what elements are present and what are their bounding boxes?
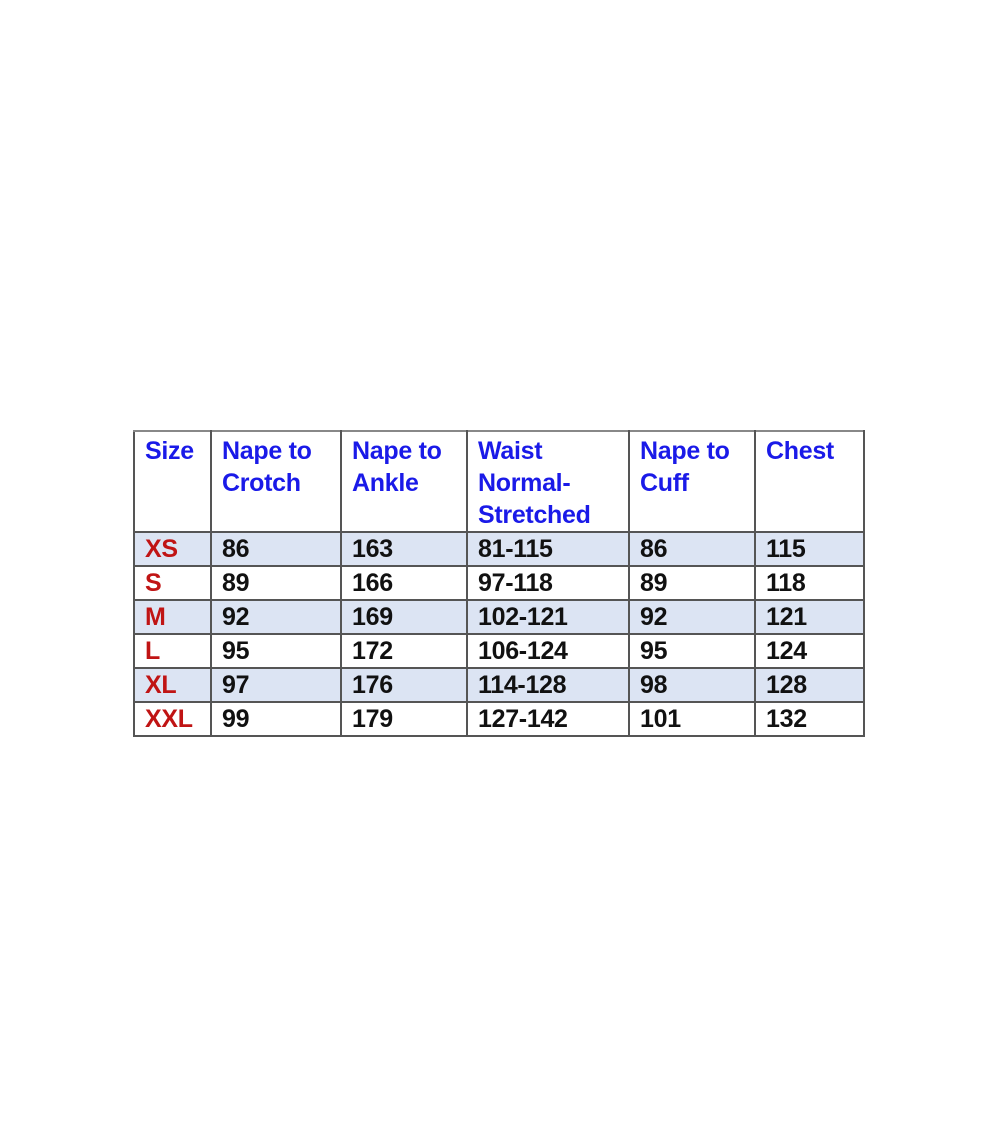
value-cell: 106-124 <box>466 633 630 669</box>
column-header-line: Stretched <box>478 501 591 529</box>
column-header-line: Normal- <box>478 469 571 497</box>
table-row: M 92 169 102-121 92 121 <box>133 599 865 635</box>
value-cell: 99 <box>210 701 342 737</box>
column-header-line: Nape to <box>222 437 312 465</box>
size-cell: M <box>133 599 212 635</box>
value-cell: 115 <box>754 531 865 567</box>
table-row: XXL 99 179 127-142 101 132 <box>133 701 865 737</box>
value-cell: 95 <box>210 633 342 669</box>
column-header: Waist Normal- Stretched <box>466 430 630 533</box>
column-header-line: Size <box>145 437 194 465</box>
header-row: Size Nape to Crotch Nape to Ankle Waist Normal… <box>133 430 865 533</box>
value-cell: 92 <box>210 599 342 635</box>
column-header-line: Ankle <box>352 469 419 497</box>
column-header: Nape to Crotch <box>210 430 342 533</box>
value-cell: 128 <box>754 667 865 703</box>
value-cell: 172 <box>340 633 468 669</box>
size-cell: XL <box>133 667 212 703</box>
table-row: XS 86 163 81-115 86 115 <box>133 531 865 567</box>
size-cell: XS <box>133 531 212 567</box>
value-cell: 101 <box>628 701 756 737</box>
value-cell: 166 <box>340 565 468 601</box>
value-cell: 86 <box>210 531 342 567</box>
column-header: Chest <box>754 430 865 533</box>
value-cell: 98 <box>628 667 756 703</box>
value-cell: 121 <box>754 599 865 635</box>
size-cell: L <box>133 633 212 669</box>
column-header-line: Nape to <box>352 437 442 465</box>
size-cell: S <box>133 565 212 601</box>
size-chart-table: Size Nape to Crotch Nape to Ankle Waist Normal… <box>133 430 865 737</box>
column-header-line: Cuff <box>640 469 689 497</box>
column-header: Nape to Cuff <box>628 430 756 533</box>
column-header-line: Nape to <box>640 437 730 465</box>
value-cell: 176 <box>340 667 468 703</box>
value-cell: 127-142 <box>466 701 630 737</box>
value-cell: 118 <box>754 565 865 601</box>
value-cell: 89 <box>210 565 342 601</box>
value-cell: 95 <box>628 633 756 669</box>
value-cell: 169 <box>340 599 468 635</box>
value-cell: 81-115 <box>466 531 630 567</box>
column-header: Nape to Ankle <box>340 430 468 533</box>
table-row: XL 97 176 114-128 98 128 <box>133 667 865 703</box>
value-cell: 102-121 <box>466 599 630 635</box>
value-cell: 97 <box>210 667 342 703</box>
column-header: Size <box>133 430 212 533</box>
column-header-line: Chest <box>766 437 834 465</box>
value-cell: 86 <box>628 531 756 567</box>
value-cell: 124 <box>754 633 865 669</box>
table-row: S 89 166 97-118 89 118 <box>133 565 865 601</box>
value-cell: 92 <box>628 599 756 635</box>
value-cell: 132 <box>754 701 865 737</box>
value-cell: 163 <box>340 531 468 567</box>
value-cell: 89 <box>628 565 756 601</box>
column-header-line: Waist <box>478 437 543 465</box>
size-cell: XXL <box>133 701 212 737</box>
column-header-line: Crotch <box>222 469 301 497</box>
value-cell: 179 <box>340 701 468 737</box>
value-cell: 97-118 <box>466 565 630 601</box>
value-cell: 114-128 <box>466 667 630 703</box>
table-row: L 95 172 106-124 95 124 <box>133 633 865 669</box>
